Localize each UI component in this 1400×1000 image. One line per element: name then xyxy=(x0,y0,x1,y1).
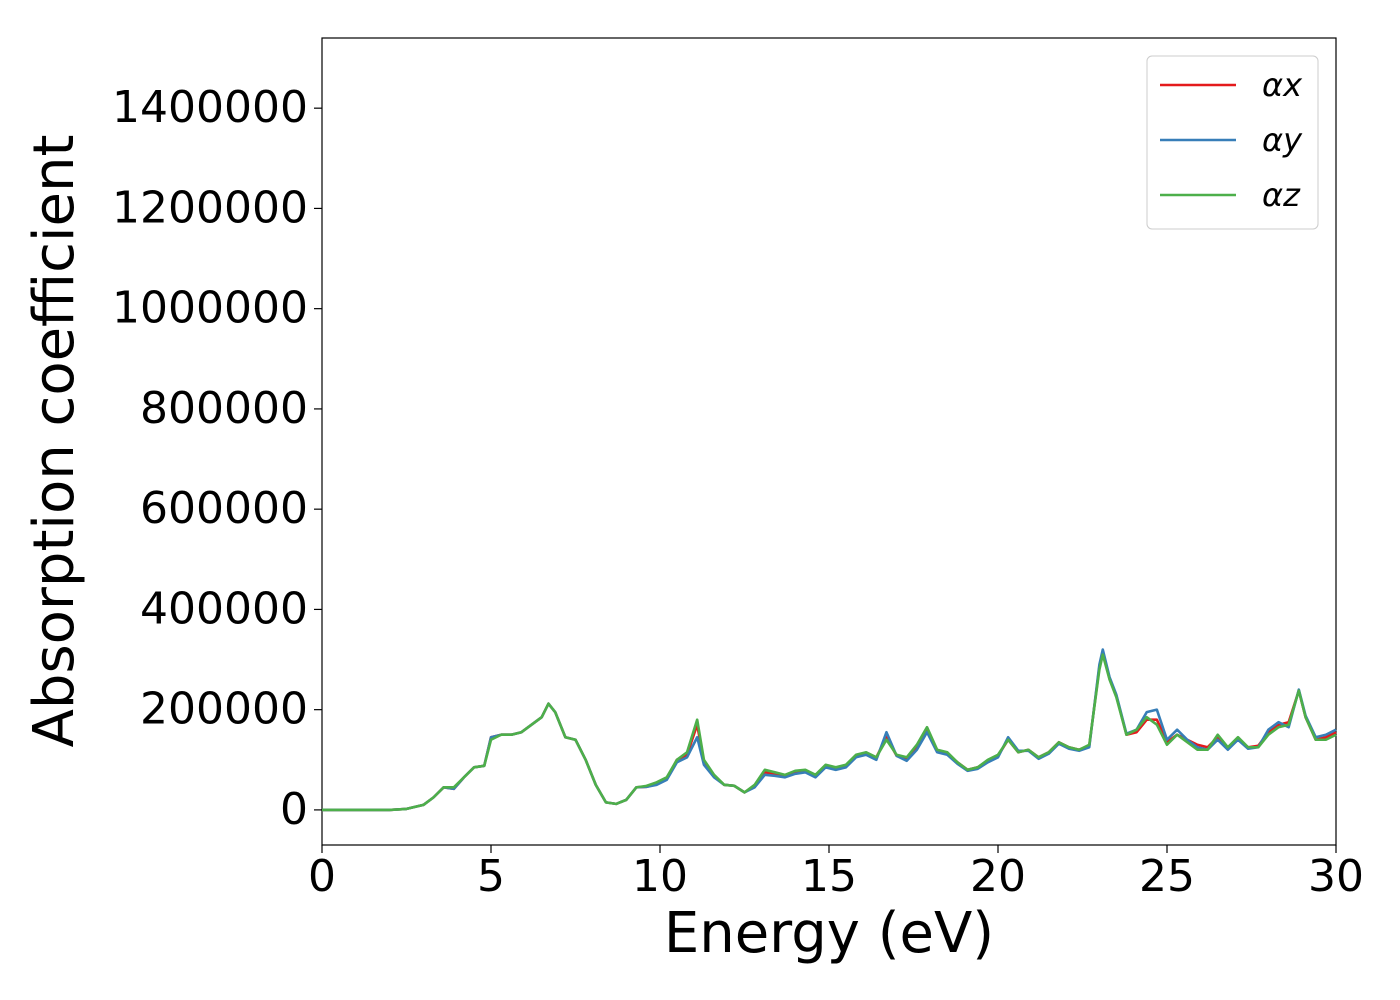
y-tick-label: 1400000 xyxy=(112,82,308,133)
series-line xyxy=(322,653,1337,812)
y-tick-label: 1200000 xyxy=(112,182,308,233)
y-tick-label: 0 xyxy=(280,784,308,835)
y-tick-label: 1000000 xyxy=(112,283,308,334)
legend-label: αz xyxy=(1262,176,1301,214)
legend-label: αy xyxy=(1262,121,1303,159)
x-axis-label: Energy (eV) xyxy=(664,901,994,966)
series-line xyxy=(322,650,1337,812)
x-tick-label: 30 xyxy=(1308,851,1364,902)
x-tick-label: 20 xyxy=(970,851,1026,902)
x-tick-label: 0 xyxy=(308,851,336,902)
x-tick-label: 15 xyxy=(801,851,857,902)
y-tick-label: 600000 xyxy=(140,483,308,534)
y-tick-label: 200000 xyxy=(140,684,308,735)
x-tick-label: 25 xyxy=(1139,851,1195,902)
legend-label: αx xyxy=(1262,66,1303,104)
series-line xyxy=(322,648,1337,812)
x-tick-label: 10 xyxy=(632,851,688,902)
y-tick-label: 800000 xyxy=(140,383,308,434)
x-tick-label: 5 xyxy=(477,851,505,902)
y-tick-label: 400000 xyxy=(140,583,308,634)
legend-box xyxy=(1146,55,1319,230)
y-axis-label: Absorption coefficient xyxy=(22,135,87,748)
